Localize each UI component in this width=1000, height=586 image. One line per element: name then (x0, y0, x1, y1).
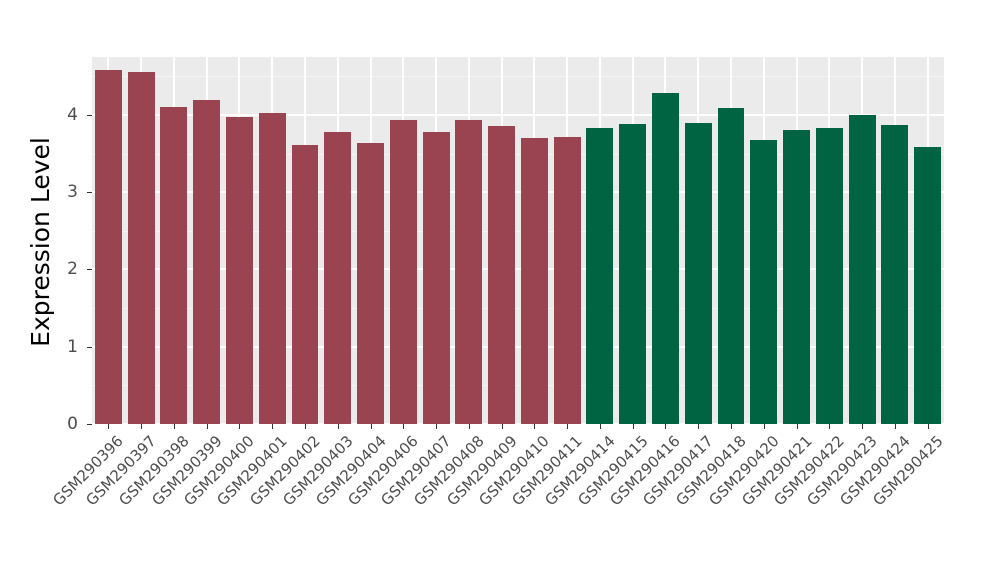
bar-GSM290414 (586, 128, 614, 424)
x-tick-mark (501, 424, 503, 429)
x-tick-mark (599, 424, 601, 429)
x-tick-mark (665, 424, 667, 429)
x-tick-mark (829, 424, 831, 429)
y-gridline-minor (92, 76, 944, 78)
bar-GSM290402 (291, 145, 319, 424)
bar-GSM290424 (881, 125, 909, 424)
bar-GSM290408 (455, 120, 483, 424)
bar-GSM290407 (422, 131, 450, 424)
y-tick-mark (87, 346, 92, 348)
x-tick-mark (108, 424, 110, 429)
y-tick-mark (87, 269, 92, 271)
y-tick-label: 0 (67, 414, 78, 434)
y-tick-label: 4 (67, 104, 78, 125)
x-tick-mark (698, 424, 700, 429)
y-gridline-minor (92, 153, 944, 155)
x-tick-mark (403, 424, 405, 429)
x-tick-mark (534, 424, 536, 429)
bar-GSM290400 (226, 117, 253, 424)
x-tick-mark (239, 424, 241, 429)
x-tick-mark (370, 424, 372, 429)
y-gridline-major (92, 268, 944, 271)
plot-panel (92, 57, 944, 424)
x-tick-mark (862, 424, 864, 429)
bar-GSM290410 (520, 138, 548, 424)
x-tick-mark (731, 424, 732, 429)
x-tick-mark (272, 424, 274, 429)
x-tick-mark (763, 424, 765, 429)
x-tick-mark (632, 424, 634, 429)
bar-GSM290420 (750, 139, 778, 424)
bar-GSM290422 (815, 128, 843, 424)
bar-GSM290411 (553, 137, 581, 424)
x-tick-mark (206, 424, 208, 429)
x-tick-mark (337, 424, 339, 429)
x-tick-mark (796, 424, 798, 429)
y-gridline-minor (92, 385, 944, 387)
y-gridline-major (92, 191, 944, 194)
y-gridline-minor (92, 308, 944, 310)
y-tick-mark (87, 192, 92, 194)
y-gridline-major (92, 113, 944, 116)
y-gridline-minor (92, 230, 944, 232)
bar-GSM290418 (717, 108, 745, 424)
y-tick-label: 2 (67, 259, 78, 280)
x-tick-mark (468, 424, 470, 429)
bar-GSM290398 (160, 107, 188, 424)
y-tick-label: 1 (67, 336, 78, 357)
x-tick-mark (567, 424, 569, 429)
x-tick-mark (173, 424, 175, 429)
x-tick-mark (894, 424, 896, 429)
bar-GSM290417 (684, 123, 712, 424)
bar-GSM290406 (389, 120, 417, 424)
bar-GSM290399 (193, 99, 221, 424)
bar-GSM290401 (258, 113, 286, 424)
y-tick-mark (87, 424, 92, 425)
bar-GSM290396 (94, 70, 122, 424)
bar-GSM290397 (127, 71, 155, 424)
bar-GSM290425 (914, 147, 942, 424)
bar-GSM290404 (357, 142, 384, 424)
x-tick-mark (141, 424, 143, 429)
y-gridline-major (92, 423, 944, 424)
bar-GSM290409 (488, 125, 516, 424)
x-tick-mark (305, 424, 306, 429)
bar-GSM290423 (848, 114, 876, 424)
bar-GSM290415 (619, 124, 647, 424)
bar-GSM290416 (652, 93, 679, 424)
bar-GSM290421 (783, 130, 810, 424)
y-gridline-major (92, 345, 944, 348)
x-tick-mark (927, 424, 929, 429)
x-tick-mark (436, 424, 438, 429)
y-tick-mark (87, 114, 92, 116)
bar-GSM290403 (324, 131, 352, 424)
y-tick-label: 3 (67, 182, 78, 203)
